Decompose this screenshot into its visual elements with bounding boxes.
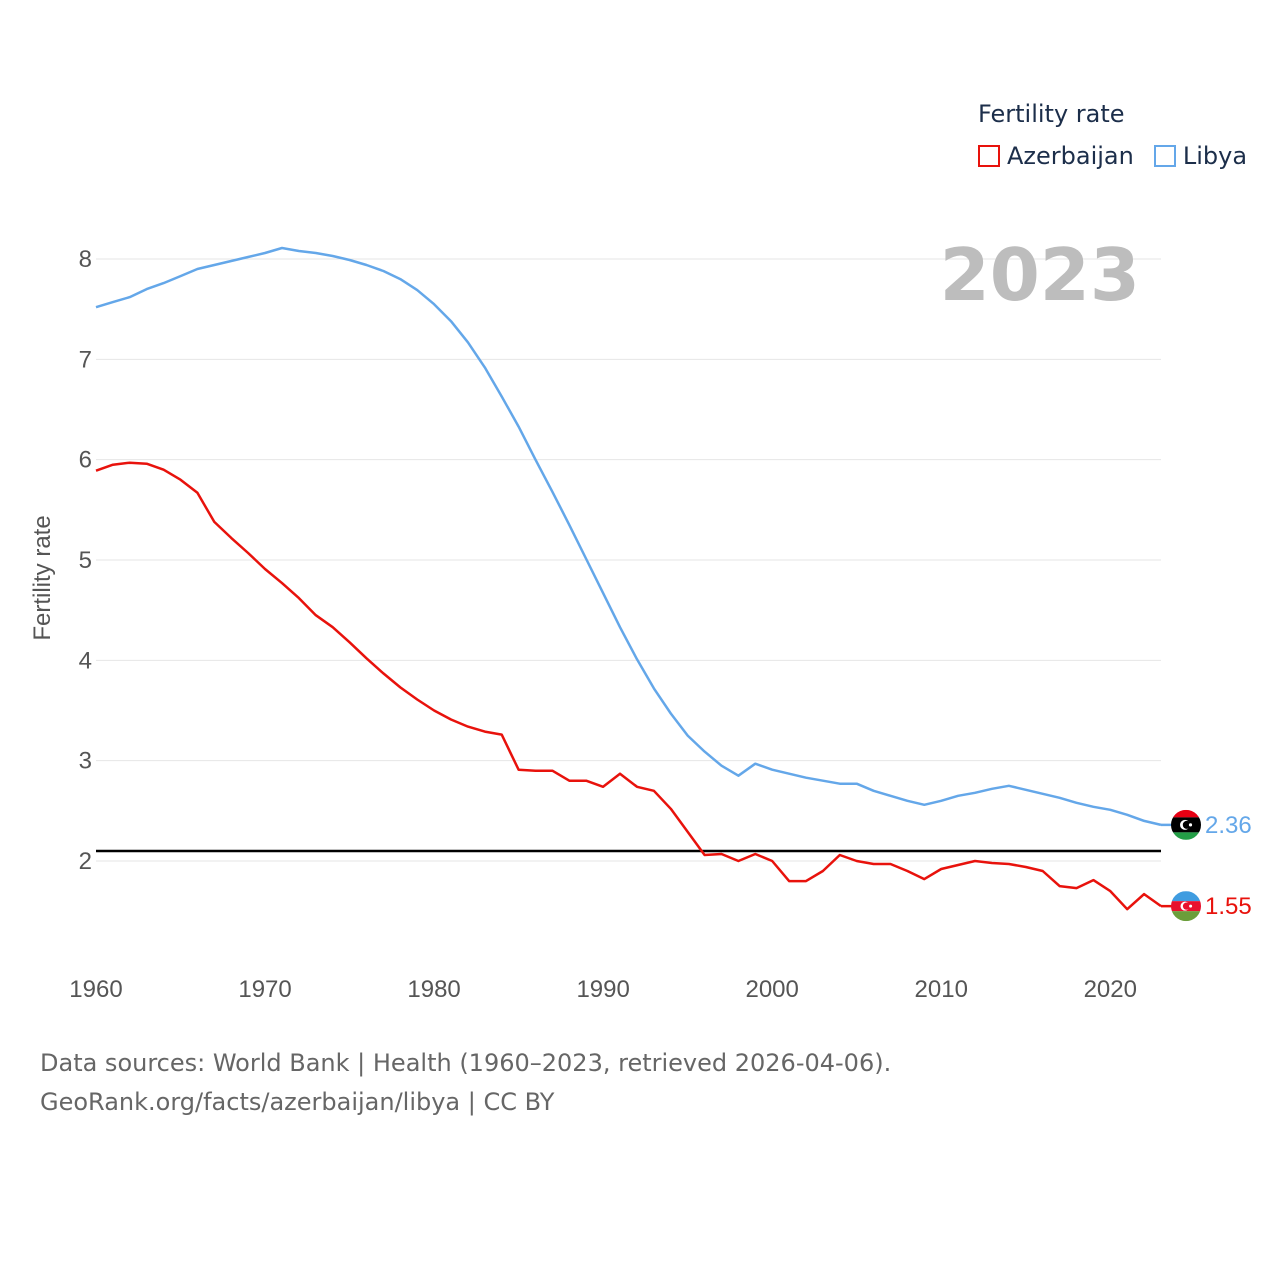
end-value-label-libya: 2.36 [1205,812,1252,839]
x-tick-label: 1990 [576,976,629,1003]
legend-title: Fertility rate [978,100,1125,128]
data-source-text: Data sources: World Bank | Health (1960–… [40,1049,892,1077]
y-tick-label: 6 [79,447,92,474]
legend-item-libya[interactable]: Libya [1153,142,1248,170]
x-tick-label: 2010 [915,976,968,1003]
legend-label-libya: Libya [1182,142,1248,170]
year-label: 2023 [940,233,1140,317]
y-tick-label: 2 [79,848,92,875]
legend-swatch-azerbaijan [978,145,1000,167]
series-lines [95,246,1162,911]
x-tick-label: 1970 [238,976,291,1003]
y-tick-label: 4 [79,647,92,674]
azerbaijan-flag-icon [1171,891,1201,922]
x-axis-ticks: 1960 1970 1980 1990 2000 2010 2020 [69,976,1137,1003]
attribution-text: GeoRank.org/facts/azerbaijan/libya | CC … [40,1088,555,1116]
legend-label-azerbaijan: Azerbaijan [1007,142,1134,170]
y-axis-label: Fertility rate [29,515,56,640]
grid-lines [96,258,1161,862]
y-axis-ticks: 2 3 4 5 6 7 8 [79,246,92,875]
legend-swatch-libya [1153,145,1176,167]
series-line-libya[interactable] [95,246,1162,827]
x-tick-label: 2000 [745,976,798,1003]
y-tick-label: 7 [79,346,92,373]
end-value-label-azerbaijan: 1.55 [1205,893,1252,920]
legend-item-azerbaijan[interactable]: Azerbaijan [978,142,1134,170]
x-tick-label: 1980 [407,976,460,1003]
series-line-azerbaijan[interactable] [95,461,1162,911]
y-tick-label: 8 [79,246,92,273]
x-tick-label: 1960 [69,976,122,1003]
libya-flag-icon [1171,809,1201,840]
y-tick-label: 3 [79,748,92,775]
x-tick-label: 2020 [1084,976,1137,1003]
legend: Azerbaijan Libya [978,142,1267,170]
y-tick-label: 5 [79,547,92,574]
end-markers: 1.55 2.36 [1161,809,1252,922]
footer: Data sources: World Bank | Health (1960–… [40,1044,891,1122]
